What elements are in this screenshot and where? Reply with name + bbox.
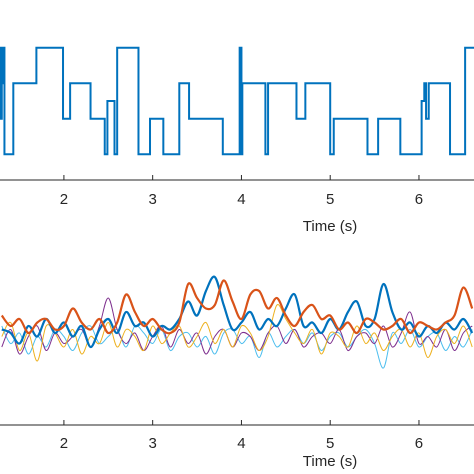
x-axis-label-bottom: Time (s) — [303, 453, 357, 470]
x-tick-label: 2 — [60, 191, 68, 208]
x-tick-label: 5 — [326, 435, 334, 452]
x-axis-label-top: Time (s) — [303, 218, 357, 235]
x-tick-label: 4 — [237, 435, 245, 452]
series-line-0 — [0, 279, 474, 335]
x-tick-label: 5 — [326, 191, 334, 208]
series-line-2 — [1, 304, 473, 362]
axes-bottom: 2 3 4 5 6 Time (s) — [0, 275, 474, 470]
axes-top: 2 3 4 5 6 Time (s) — [0, 46, 474, 235]
ticks-top: 2 3 4 5 6 — [60, 175, 423, 208]
x-tick-label: 4 — [237, 191, 245, 208]
ticks-bottom: 2 3 4 5 6 — [60, 420, 423, 452]
series-line-3 — [1, 297, 473, 355]
x-tick-label: 3 — [149, 191, 157, 208]
x-tick-label: 6 — [415, 435, 423, 452]
x-tick-label: 6 — [415, 191, 423, 208]
x-tick-label: 3 — [149, 435, 157, 452]
x-tick-label: 2 — [60, 435, 68, 452]
plot-top — [0, 46, 474, 156]
plot-bottom — [0, 275, 474, 369]
series-line-1 — [1, 275, 474, 349]
series-line-0 — [0, 46, 474, 156]
